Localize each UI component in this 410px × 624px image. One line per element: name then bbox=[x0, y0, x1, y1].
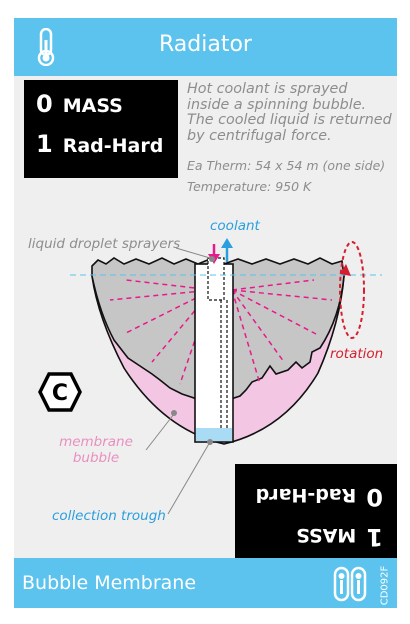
flipped-mass-stat: 1 MASS bbox=[296, 523, 383, 551]
flipped-mass-value: 1 bbox=[366, 523, 383, 551]
membrane-label-line1: membrane bbox=[59, 434, 133, 450]
thermometer-icon bbox=[37, 28, 55, 66]
stats-box: 0 MASS 1 Rad-Hard bbox=[24, 80, 178, 178]
mass-stat: 0 MASS bbox=[36, 90, 123, 118]
rotation-label: rotation bbox=[330, 346, 384, 362]
type-badge-icon: C bbox=[38, 372, 82, 412]
trough-label: collection trough bbox=[52, 508, 166, 524]
title-bar: Radiator bbox=[14, 18, 397, 76]
card-title: Radiator bbox=[159, 32, 252, 57]
radhard-stat: 1 Rad-Hard bbox=[36, 130, 163, 158]
card-name: Bubble Membrane bbox=[22, 572, 197, 594]
membrane-label: membrane bubble bbox=[50, 434, 142, 466]
card: Radiator 0 MASS 1 Rad-Hard Hot coolant is … bbox=[14, 18, 397, 608]
radhard-value: 1 bbox=[36, 130, 53, 158]
sprayers-label: liquid droplet sprayers bbox=[28, 236, 181, 252]
coolant-label: coolant bbox=[210, 218, 260, 234]
name-bar: Bubble Membrane CD092F bbox=[14, 558, 397, 608]
membrane-label-line2: bubble bbox=[72, 450, 120, 466]
flipped-radhard-label: Rad-Hard bbox=[255, 484, 357, 506]
collection-trough bbox=[196, 428, 232, 441]
card-description: Hot coolant is sprayed inside a spinning… bbox=[187, 81, 392, 144]
mass-label: MASS bbox=[62, 95, 123, 117]
radhard-label: Rad-Hard bbox=[62, 135, 164, 157]
flipped-radhard-value: 0 bbox=[366, 483, 383, 511]
flipped-radhard-stat: 0 Rad-Hard bbox=[256, 483, 383, 511]
type-badge-letter: C bbox=[52, 381, 68, 406]
coolant-out-arrow bbox=[221, 238, 233, 262]
faction-icon bbox=[333, 566, 367, 602]
flipped-stats-box: 1 MASS 0 Rad-Hard bbox=[235, 464, 397, 561]
temperature: Temperature: 950 K bbox=[187, 179, 312, 194]
flipped-mass-label: MASS bbox=[296, 524, 357, 546]
card-code: CD092F bbox=[379, 565, 391, 606]
mass-value: 0 bbox=[36, 90, 53, 118]
rotation-arrow bbox=[339, 241, 365, 339]
radiator-diagram bbox=[70, 238, 382, 515]
ea-therm: Ea Therm: 54 x 54 m (one side) bbox=[187, 158, 386, 173]
